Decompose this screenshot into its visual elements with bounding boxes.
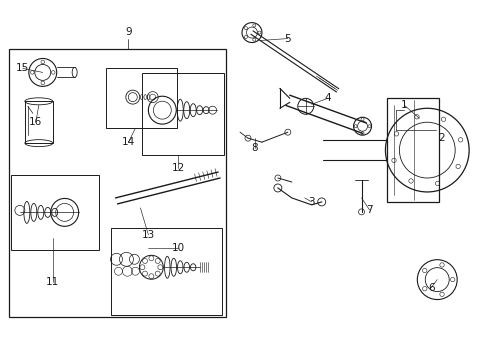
Bar: [142, 73, 224, 155]
Text: 2: 2: [437, 133, 444, 143]
Text: 3: 3: [308, 197, 314, 207]
Text: 14: 14: [122, 137, 135, 147]
Text: 13: 13: [142, 230, 155, 240]
Bar: [11, 175, 99, 250]
Text: 6: 6: [427, 283, 434, 293]
Bar: [25, 101, 53, 143]
Text: 16: 16: [29, 117, 42, 127]
Bar: [105, 68, 177, 128]
Text: 9: 9: [125, 27, 131, 37]
Text: 1: 1: [400, 100, 407, 110]
Text: 5: 5: [284, 33, 290, 44]
Text: 8: 8: [251, 143, 258, 153]
Bar: [9, 49, 225, 318]
Bar: [386, 98, 438, 202]
Text: 4: 4: [324, 93, 330, 103]
Text: 12: 12: [171, 163, 184, 173]
Text: 7: 7: [366, 205, 372, 215]
Text: 15: 15: [16, 63, 29, 73]
Text: 11: 11: [46, 276, 59, 287]
Text: 10: 10: [171, 243, 184, 253]
Bar: [110, 228, 222, 315]
